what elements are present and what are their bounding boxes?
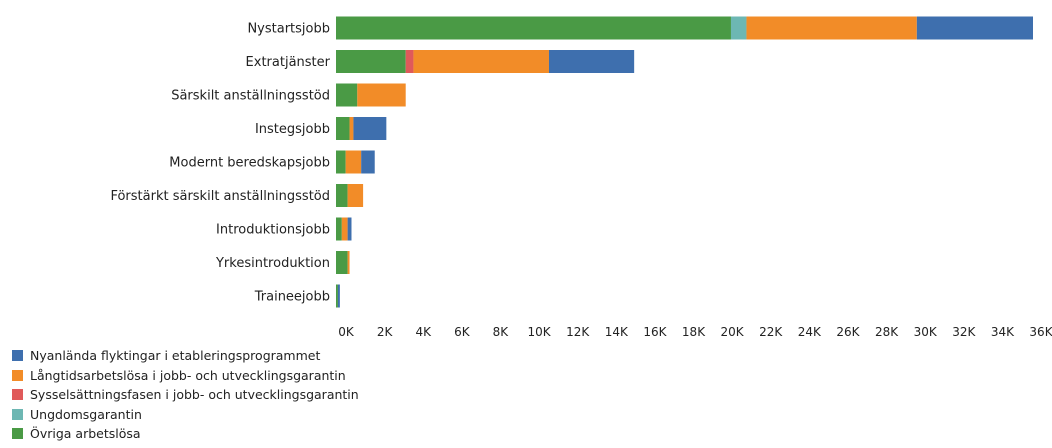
x-axis-ticks: 0K 2K 4K 6K 8K 10K 12K 14K 16K 18K 20K 22K 24K 26K 28K… <box>338 325 1052 339</box>
bar-segment <box>336 150 346 174</box>
bar-segment <box>347 217 352 241</box>
bar-segment <box>337 284 340 308</box>
legend-label: Nyanlända flyktingar i etableringsprogra… <box>30 348 321 364</box>
bar-segment <box>916 16 1033 40</box>
category-label: Traineejobb <box>254 290 330 305</box>
legend-label: Ungdomsgarantin <box>30 406 142 422</box>
legend-item: Övriga arbetslösa <box>12 424 359 444</box>
category-label: Introduktionsjobb <box>216 223 330 238</box>
x-tick-label: 0K <box>338 325 355 339</box>
bar-segment <box>361 150 375 174</box>
legend-item: Nyanlända flyktingar i etableringsprogra… <box>12 346 359 366</box>
bar-segment <box>746 16 917 40</box>
bar-segment <box>405 50 414 73</box>
bars <box>336 16 1033 308</box>
x-tick-label: 22K <box>759 325 783 339</box>
x-tick-label: 36K <box>1029 325 1052 339</box>
x-tick-label: 8K <box>493 325 510 339</box>
x-tick-label: 32K <box>952 325 976 339</box>
category-labels: Nystartsjobb Extratjänster Särskilt anstäl… <box>110 22 330 305</box>
category-label: Extratjänster <box>246 55 331 70</box>
bar-segment <box>347 184 364 207</box>
bar-segment <box>347 251 350 274</box>
category-label: Förstärkt särskilt anställningsstöd <box>110 189 330 204</box>
category-label: Nystartsjobb <box>247 22 330 37</box>
bar-segment <box>357 83 406 107</box>
category-label: Instegsjobb <box>255 122 330 137</box>
x-tick-label: 26K <box>836 325 860 339</box>
x-tick-label: 28K <box>875 325 899 339</box>
legend-item: Sysselsättningsfasen i jobb- och utveckl… <box>12 385 359 405</box>
legend-swatch <box>12 389 23 401</box>
x-tick-label: 24K <box>798 325 822 339</box>
x-tick-label: 2K <box>377 325 394 339</box>
legend-item: Långtidsarbetslösa i jobb- och utvecklin… <box>12 366 359 386</box>
x-tick-label: 20K <box>721 325 745 339</box>
x-tick-label: 34K <box>991 325 1015 339</box>
x-tick-label: 14K <box>605 325 629 339</box>
x-tick-label: 4K <box>415 325 432 339</box>
x-tick-label: 30K <box>914 325 938 339</box>
legend-label: Övriga arbetslösa <box>30 426 141 442</box>
legend-swatch <box>12 428 23 440</box>
bar-segment <box>336 251 348 274</box>
legend-label: Långtidsarbetslösa i jobb- och utvecklin… <box>30 367 346 383</box>
legend: Nyanlända flyktingar i etableringsprogra… <box>12 346 359 444</box>
bar-segment <box>413 50 549 73</box>
x-tick-label: 18K <box>682 325 706 339</box>
bar-segment <box>336 284 338 308</box>
bar-segment <box>336 83 358 107</box>
legend-swatch <box>12 408 23 420</box>
bar-segment <box>341 217 348 241</box>
category-label: Yrkesintroduktion <box>215 256 330 271</box>
bar-segment <box>345 150 362 174</box>
bar-segment <box>336 16 731 40</box>
x-tick-label: 10K <box>527 325 551 339</box>
category-label: Modernt beredskapsjobb <box>169 156 330 171</box>
legend-label: Sysselsättningsfasen i jobb- och utveckl… <box>30 387 359 403</box>
bar-segment <box>336 184 348 207</box>
bar-segment <box>336 50 406 73</box>
legend-item: Ungdomsgarantin <box>12 405 359 425</box>
x-tick-label: 6K <box>454 325 471 339</box>
legend-swatch <box>12 369 23 381</box>
x-tick-label: 16K <box>643 325 667 339</box>
stacked-bar-chart: Nystartsjobb Extratjänster Särskilt anstäl… <box>110 16 1052 339</box>
legend-swatch <box>12 350 23 362</box>
bar-segment <box>336 217 342 241</box>
bar-segment <box>336 117 350 140</box>
bar-segment <box>730 16 747 40</box>
bar-segment <box>353 117 387 140</box>
bar-segment <box>349 117 354 140</box>
x-tick-label: 12K <box>566 325 590 339</box>
category-label: Särskilt anställningsstöd <box>171 89 330 104</box>
bar-segment <box>548 50 635 73</box>
